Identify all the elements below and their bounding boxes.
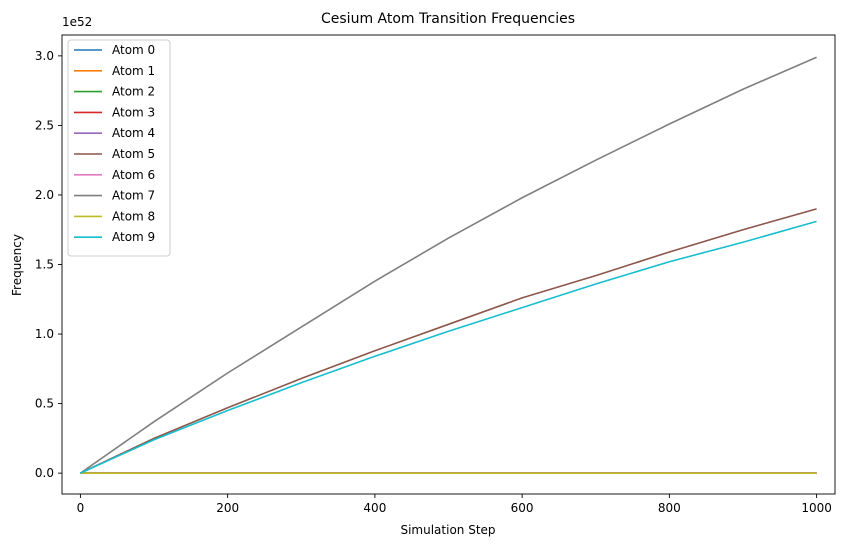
legend-frame: [67, 39, 171, 257]
y-tick-label: 0.0: [35, 466, 54, 480]
legend-entry: Atom 9: [112, 230, 155, 244]
y-axis: 0.0 0.5 1.0 1.5 2.0 2.5 3.0: [35, 49, 62, 480]
y-axis-label: Frequency: [10, 234, 24, 296]
legend-entry: Atom 4: [112, 126, 155, 140]
chart-title: Cesium Atom Transition Frequencies: [321, 11, 575, 27]
legend-entry: Atom 1: [112, 64, 155, 78]
x-axis-label: Simulation Step: [400, 523, 495, 537]
series-line-atom-9: [80, 220, 817, 474]
y-tick-label: 2.5: [35, 118, 54, 132]
y-tick-label: 1.0: [35, 327, 54, 341]
legend-entry: Atom 5: [112, 147, 155, 161]
y-tick-label: 1.5: [35, 258, 54, 272]
legend-entry: Atom 2: [112, 85, 155, 99]
x-tick-label: 400: [363, 501, 386, 515]
x-axis: 0 200 400 600 800 1000: [77, 494, 832, 515]
legend-entry: Atom 6: [112, 168, 155, 182]
x-tick-label: 600: [511, 501, 534, 515]
legend-entry: Atom 7: [112, 189, 155, 203]
y-tick-label: 0.5: [35, 397, 54, 411]
legend-entry: Atom 3: [112, 105, 155, 119]
x-tick-label: 1000: [801, 501, 832, 515]
x-tick-label: 200: [216, 501, 239, 515]
plot-frame: [61, 34, 836, 495]
legend: Atom 0 Atom 1 Atom 2 Atom 3 Atom 4 Atom 5 Atom…: [67, 39, 171, 257]
x-tick-label: 0: [77, 501, 85, 515]
y-offset-label: 1e52: [62, 15, 92, 29]
x-tick-label: 800: [658, 501, 681, 515]
series-line-atom-5: [80, 208, 817, 474]
series-line-atom-7: [79, 56, 817, 474]
legend-entry: Atom 8: [112, 209, 155, 223]
legend-entry: Atom 0: [112, 43, 155, 57]
y-tick-label: 3.0: [35, 49, 54, 63]
series-lines: [79, 56, 817, 474]
y-tick-label: 2.0: [35, 188, 54, 202]
